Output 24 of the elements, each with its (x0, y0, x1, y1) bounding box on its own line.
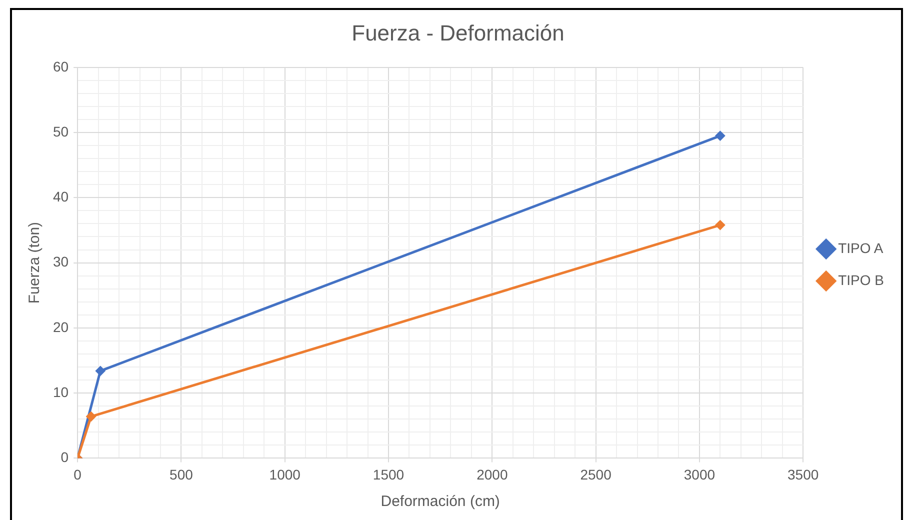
y-axis-title: Fuerza (ton) (26, 222, 44, 304)
x-tick-label: 2000 (476, 466, 508, 482)
y-tick-label: 20 (52, 318, 69, 335)
x-tick-label: 2500 (580, 466, 612, 482)
y-tick-label: 30 (52, 254, 69, 270)
x-tick-label: 500 (170, 466, 194, 482)
y-tick-label: 0 (60, 449, 69, 466)
x-tick-label: 1500 (372, 466, 404, 482)
y-tick-label: 60 (52, 58, 69, 74)
x-tick-label: 0 (74, 466, 82, 482)
point (86, 412, 96, 422)
legend-label: TIPO A (838, 240, 884, 256)
point (715, 220, 726, 230)
x-tick-label: 1000 (269, 466, 301, 482)
x-axis-title: Deformación (cm) (380, 493, 500, 510)
point (715, 130, 726, 141)
point (95, 366, 106, 376)
y-tick-label: 50 (52, 123, 69, 140)
x-tick-label: 3500 (788, 466, 819, 482)
x-tick-label: 3000 (684, 466, 716, 482)
y-tick-label: 40 (52, 188, 69, 205)
legend-label: TIPO B (838, 272, 884, 288)
chart-title: Fuerza - Deformación (352, 20, 564, 46)
y-tick-label: 10 (52, 384, 69, 400)
